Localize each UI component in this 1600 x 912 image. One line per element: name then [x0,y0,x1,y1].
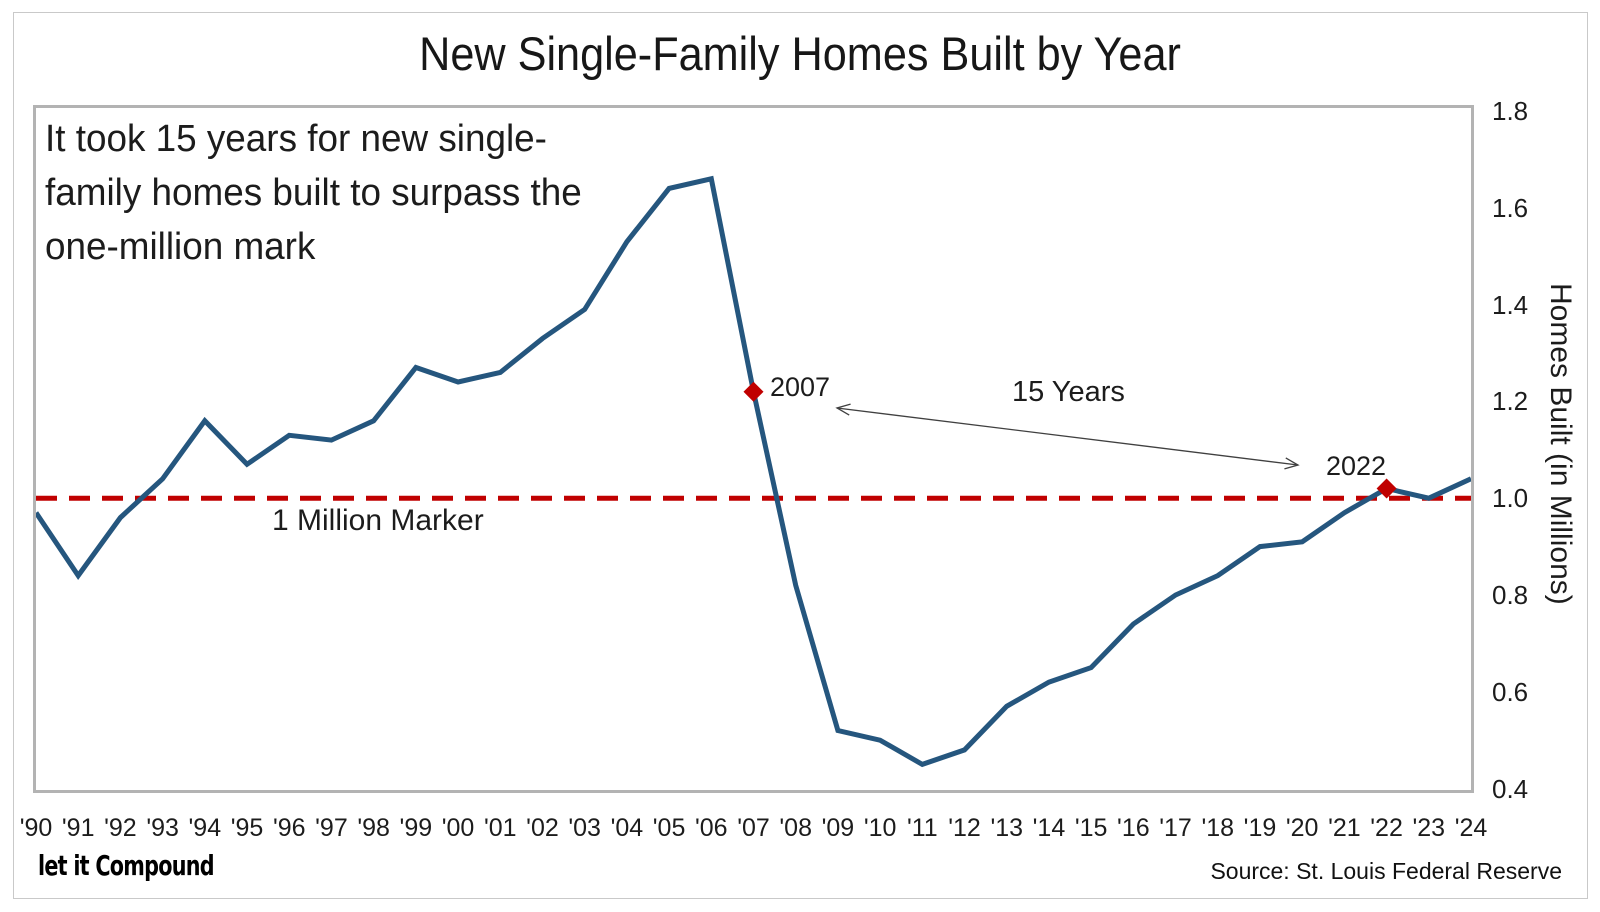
x-axis-tick-label: '21 [1328,814,1361,842]
x-axis-tick-label: '90 [19,814,53,842]
arrow-span-label: 15 Years [1012,376,1125,408]
y-axis-tick-label: 1.4 [1492,289,1529,320]
callout-2007-label: 2007 [770,372,831,402]
y-axis-tick-label: 0.6 [1492,676,1529,707]
y-axis-tick-label: 1.0 [1492,483,1529,514]
x-axis-tick-label: '22 [1370,814,1403,842]
callout-2022-label: 2022 [1326,451,1387,481]
x-axis-tick-label: '07 [737,814,770,842]
x-axis-tick-label: '06 [694,814,728,842]
x-axis-tick-label: '02 [526,814,559,842]
y-axis-tick-label: 0.8 [1492,580,1529,610]
x-axis-tick-label: '96 [272,814,306,842]
x-axis-tick-label: '19 [1243,814,1277,842]
x-axis-tick-label: '24 [1454,814,1488,842]
y-axis-title: Homes Built (in Millions) [1544,283,1577,605]
y-axis-tick-label: 1.8 [1492,96,1529,126]
x-axis-tick-label: '13 [990,814,1024,842]
source-credit: Source: St. Louis Federal Reserve [1210,858,1562,884]
brand-logo: let it Compound [38,849,215,882]
x-axis-tick-label: '16 [1117,814,1150,842]
x-axis-tick-label: '09 [821,814,855,842]
chart-title: New Single-Family Homes Built by Year [419,27,1181,80]
x-axis-tick-label: '12 [948,814,981,842]
x-axis-tick-label: '00 [441,814,475,842]
x-axis-tick-label: '93 [146,814,179,842]
annotation-text: It took 15 years for new single- family … [45,112,582,274]
y-axis-tick-label: 1.6 [1492,192,1529,223]
annotation-line-2: family homes built to surpass the [45,172,582,214]
x-axis-tick-label: '94 [188,814,222,842]
x-axis-tick-label: '99 [399,814,433,842]
x-axis-tick-label: '04 [610,814,644,842]
plot-area [33,105,1474,793]
x-axis-tick-label: '10 [863,814,897,842]
x-axis-tick-label: '15 [1074,814,1108,842]
x-axis-tick-label: '01 [483,814,517,842]
annotation-line-1: It took 15 years for new single- [45,118,547,160]
x-axis-tick-label: '91 [61,814,95,842]
x-axis-tick-label: '97 [315,814,348,842]
x-axis-tick-label: '98 [357,814,390,842]
line-chart-canvas [36,175,1471,768]
reference-line-label: 1 Million Marker [272,504,484,537]
x-axis-tick-label: '23 [1412,814,1446,842]
x-axis-tick-label: '20 [1285,814,1319,842]
x-axis-tick-label: '14 [1032,814,1066,842]
x-axis-tick-label: '11 [906,814,938,842]
x-axis-tick-label: '18 [1201,814,1235,842]
x-axis-tick-label: '05 [652,814,686,842]
x-axis-tick-label: '17 [1159,814,1192,842]
y-axis-tick-label: 0.4 [1492,773,1529,804]
x-axis-tick-label: '95 [230,814,264,842]
x-axis-tick-label: '03 [568,814,601,842]
y-axis-tick-label: 1.2 [1492,386,1529,417]
annotation-line-3: one-million mark [45,226,316,268]
x-axis-tick-label: '92 [104,814,137,842]
x-axis-tick-label: '08 [779,814,812,842]
